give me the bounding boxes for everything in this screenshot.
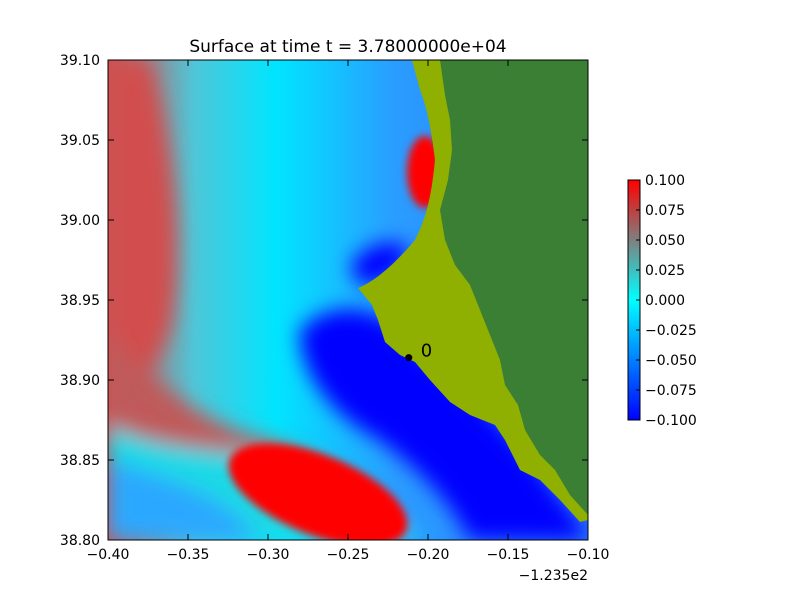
negative-cove [350,242,410,285]
light-blue-south [108,460,260,540]
positive-band-west [108,60,178,410]
land-upland [440,60,588,515]
y-tick-label: 38.95 [60,293,100,309]
negative-nearshore [300,309,588,540]
x-tick-label: −0.20 [407,547,450,563]
colorbar-tick-label: 0.075 [645,203,685,219]
y-tick-label: 39.10 [60,53,100,69]
y-tick-label: 38.90 [60,373,100,389]
x-tick-label: −0.40 [87,547,130,563]
colorbar-tick-label: 0.000 [645,293,685,309]
chart-title: Surface at time t = 3.78000000e+04 [189,37,506,57]
colorbar-ticks: 0.100 0.075 0.050 0.025 0.000 −0.025 −0.050 −0.… [636,173,697,429]
y-axis: 38.80 38.85 38.90 38.95 39.00 39.05 39.10 [60,53,588,549]
colorbar-tick-label: 0.050 [645,233,685,249]
x-tick-label: −0.10 [567,547,610,563]
colorbar-tick-label: 0.100 [645,173,685,189]
colorbar-tick-label: −0.075 [645,383,697,399]
colorbar-tick-label: −0.050 [645,353,697,369]
gauge-marker [405,354,413,362]
y-tick-label: 38.85 [60,453,100,469]
land-ridge [500,300,588,360]
heatmap-field [108,60,588,540]
colorbar-tick-label: −0.025 [645,323,697,339]
colorbar-tick-label: 0.025 [645,263,685,279]
x-offset-label: −1.235e2 [519,568,588,584]
y-tick-label: 39.00 [60,213,100,229]
x-tick-label: −0.15 [487,547,530,563]
positive-blob-offshore [228,443,408,540]
x-axis: −0.40 −0.35 −0.30 −0.25 −0.20 −0.15 −0.10 [87,60,610,563]
gauges: 0 [405,341,432,362]
x-tick-label: −0.35 [167,547,210,563]
x-tick-label: −0.25 [327,547,370,563]
colorbar-tick-label: −0.100 [645,413,697,429]
gauge-label: 0 [421,341,432,362]
y-tick-label: 39.05 [60,133,100,149]
y-tick-label: 38.80 [60,533,100,549]
x-tick-label: −0.30 [247,547,290,563]
